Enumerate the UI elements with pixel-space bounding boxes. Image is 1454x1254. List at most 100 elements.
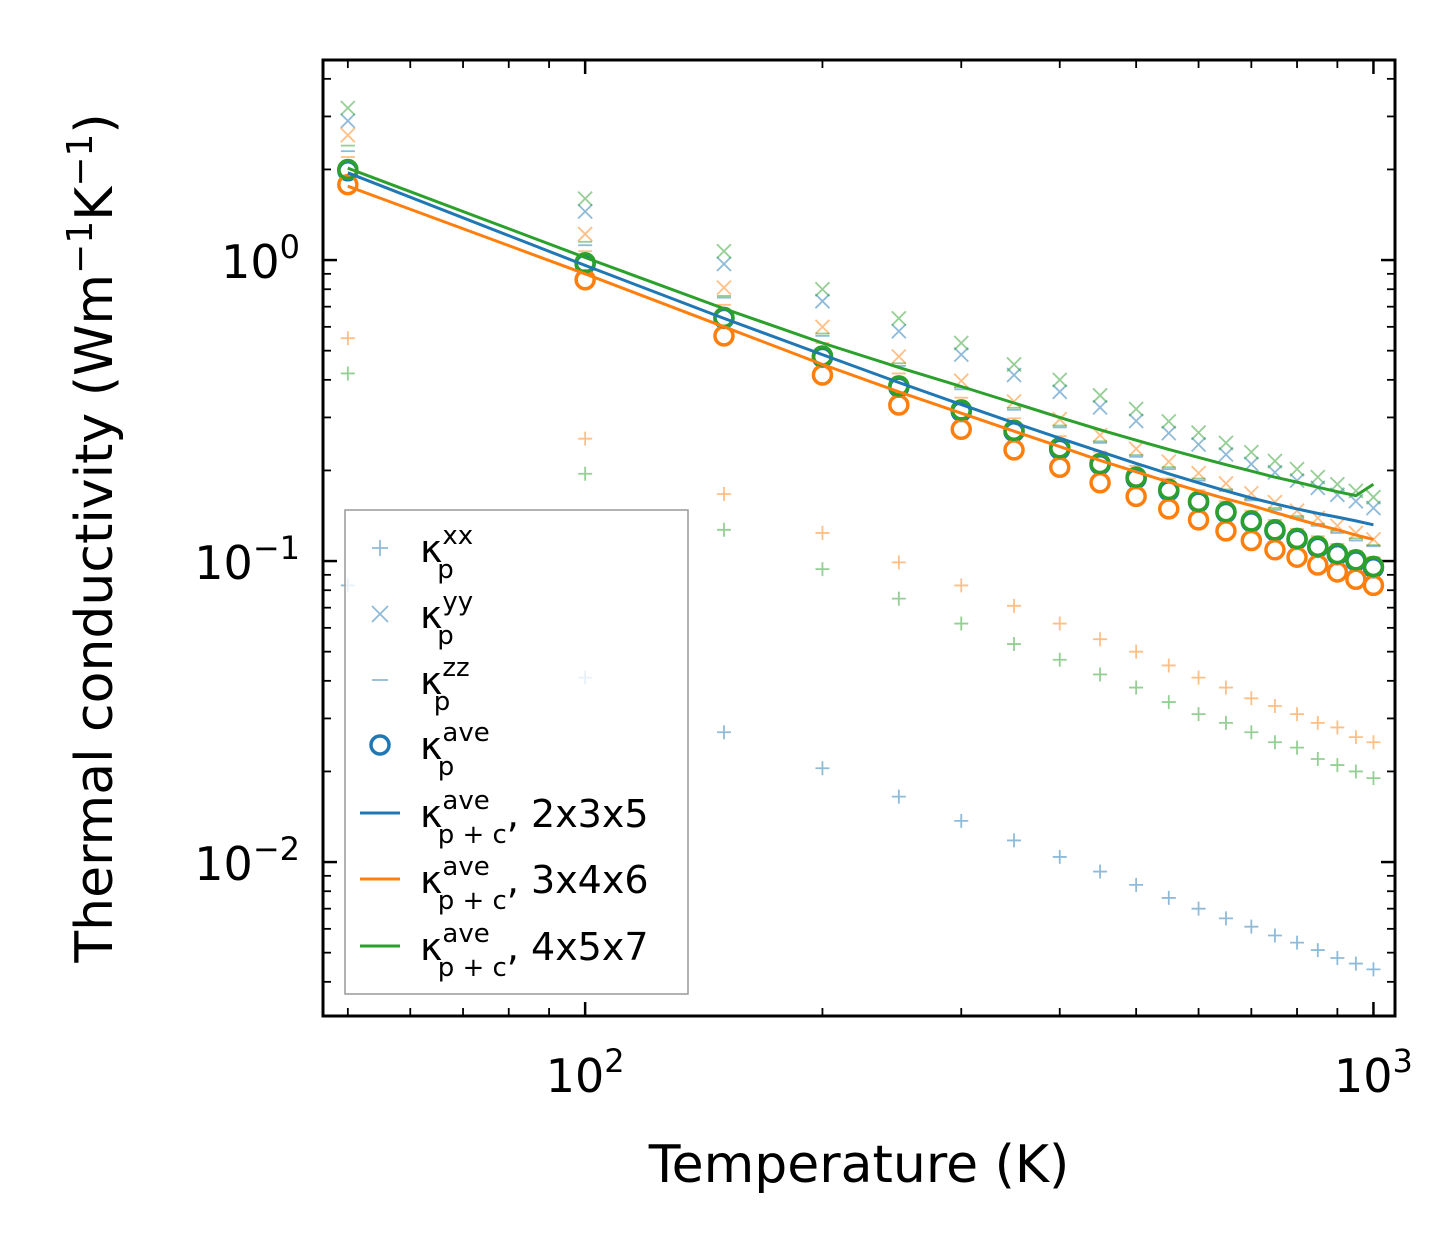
kappa-yy-point: [577, 203, 593, 220]
kappa-xx-point: [1129, 644, 1144, 659]
kappa-xx-point: [1052, 652, 1067, 667]
kappa-xx-point: [1218, 680, 1233, 695]
fit-lines: [347, 166, 1375, 541]
kappa-xx-point: [578, 466, 593, 481]
kappa-yy-point: [1092, 399, 1108, 416]
kappa-yy-point: [953, 347, 969, 363]
kappa-yy-point: [1289, 461, 1305, 477]
kappa-xx-point: [1330, 951, 1345, 965]
kappa-ave-point: [950, 418, 973, 441]
y-axis-label-mid: K: [65, 185, 125, 221]
y-tick-label: 10−1: [194, 529, 300, 590]
kappa-ave-point: [1345, 549, 1367, 571]
y-axis-label-sup2: −1: [60, 134, 101, 187]
kappa-xx-point: [1093, 864, 1108, 879]
x-tick-label-exp: 3: [1393, 1042, 1413, 1080]
kappa-yy-point: [1161, 453, 1177, 470]
kappa-xx-point: [1290, 935, 1305, 950]
kappa-xx-point: [1191, 901, 1206, 916]
kappa-xx-point: [1191, 670, 1206, 685]
kappa-ave-point: [811, 364, 834, 386]
kappa-yy-point: [1161, 425, 1177, 441]
kappa-xx-point: [1348, 764, 1363, 779]
kappa-xx-point: [716, 725, 731, 740]
kappa-ave-point: [1264, 519, 1286, 541]
kappa-xx-point: [815, 562, 830, 577]
kappa-ave-point: [1089, 472, 1111, 494]
x-tick-label-exp: 2: [604, 1042, 624, 1080]
legend-label-sub: p: [438, 752, 455, 782]
plot-frame: [321, 58, 1397, 1018]
kappa-xx-point: [1267, 735, 1282, 750]
kappa-xx-point: [1244, 691, 1259, 706]
legend-label-sup: xx: [442, 521, 473, 551]
kappa-ave-point: [1307, 535, 1329, 557]
kappa-xx-point: [1191, 707, 1206, 722]
legend-label-sup: ave: [442, 786, 489, 816]
kappa-xx-point: [1348, 956, 1363, 971]
kappa-xx-point: [1310, 715, 1325, 730]
kappa-xx-point: [1267, 928, 1282, 943]
y-axis-label-end: ): [65, 113, 125, 133]
kappa-yy-point: [340, 113, 356, 129]
kappa-pc-line-2x3x5: [347, 171, 1374, 527]
kappa-yy-point: [814, 319, 831, 335]
kappa-xx-point: [1052, 849, 1067, 864]
kappa-pc-line-4x5x7: [347, 166, 1375, 498]
kappa-xx-point: [815, 761, 830, 776]
kappa-yy-point: [1190, 436, 1207, 453]
legend-label: κave p + c, 4x5x7: [420, 919, 649, 983]
kappa-xx-point: [1366, 735, 1381, 750]
legend-marker: [369, 734, 391, 756]
kappa-xx-point: [1218, 911, 1233, 926]
kappa-xx-point: [891, 555, 906, 570]
kappa-xx-point: [340, 366, 355, 381]
kappa-yy-point: [1092, 387, 1108, 404]
legend-label-base: κ: [420, 659, 442, 703]
kappa-yy-point: [716, 279, 732, 296]
legend-label: κave p + c, 2x3x5: [420, 786, 649, 850]
legend-label: κyy p: [420, 587, 473, 651]
legend-label-base: κ: [420, 858, 442, 902]
kappa-ave-point: [1158, 478, 1180, 501]
kappa-ave-point: [337, 173, 359, 196]
series-4x5x7: [340, 100, 1382, 786]
kappa-yy-point: [1267, 494, 1283, 510]
kappa-xx-point: [1007, 833, 1022, 848]
x-axis-label: Temperature (K): [648, 1135, 1070, 1195]
x-tick-label-base: 10: [1334, 1049, 1393, 1103]
kappa-ave-point: [337, 158, 359, 181]
x-tick-label: 103: [1334, 1042, 1413, 1103]
kappa-pc-line-3x4x6: [347, 184, 1374, 541]
kappa-ave-point: [888, 394, 910, 416]
legend-label-base: κ: [420, 925, 442, 969]
kappa-xx-point: [1093, 632, 1108, 647]
kappa-yy-point: [340, 100, 356, 116]
x-tick-label-base: 10: [546, 1049, 605, 1103]
kappa-ave-point: [1264, 539, 1286, 561]
kappa-ave-point: [1240, 510, 1263, 532]
legend-label-sub: p: [434, 687, 451, 717]
legend-label: κave p: [420, 718, 490, 782]
kappa-ave-point: [1125, 485, 1147, 508]
y-axis-label: Thermal conductivity (Wm−1K−1): [60, 113, 125, 963]
kappa-xx-point: [1290, 707, 1305, 722]
legend-label-base: κ: [420, 593, 442, 637]
legend-entry: κyy p: [371, 587, 473, 651]
kappa-ave-point: [1048, 456, 1071, 478]
kappa-yy-point: [577, 190, 593, 207]
legend-entry: κxx p: [372, 521, 473, 585]
kappa-ave-point: [1187, 509, 1210, 531]
legend-label: κzz p: [420, 653, 470, 717]
kappa-yy-point: [1218, 435, 1234, 451]
kappa-xx-point: [1161, 890, 1176, 905]
legend-label-sup: ave: [442, 852, 489, 882]
kappa-yy-point: [1128, 401, 1144, 417]
legend-marker: [371, 605, 389, 623]
kappa-xx-point: [1310, 751, 1325, 766]
kappa-xx-point: [1366, 962, 1381, 977]
legend-entry: κave p + c, 3x4x6: [360, 852, 649, 916]
